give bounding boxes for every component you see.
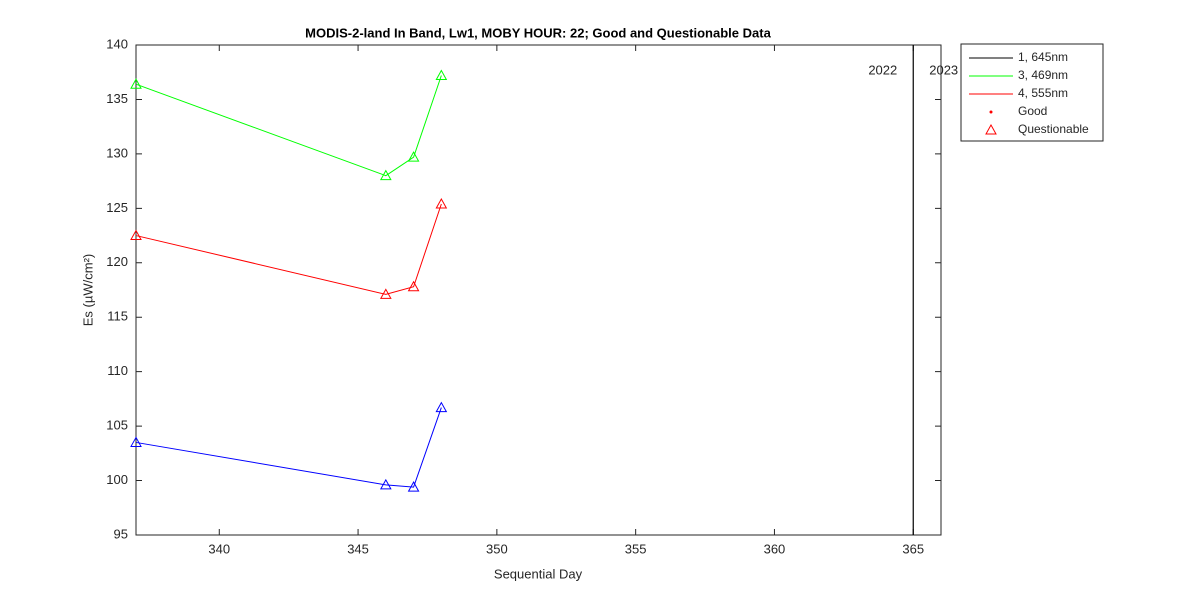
legend-label: 4, 555nm [1018, 86, 1068, 100]
legend-label: Good [1018, 104, 1047, 118]
x-axis-label: Sequential Day [494, 566, 583, 581]
x-tick-label: 360 [764, 541, 786, 556]
year-label: 2023 [929, 62, 958, 77]
legend-dot [989, 110, 993, 114]
y-tick-label: 105 [106, 418, 128, 433]
x-tick-label: 355 [625, 541, 647, 556]
x-tick-label: 350 [486, 541, 508, 556]
x-tick-label: 340 [208, 541, 230, 556]
legend-marker [985, 123, 997, 135]
data-point [130, 229, 142, 241]
chart-title: MODIS-2-land In Band, Lw1, MOBY HOUR: 22… [305, 25, 771, 40]
series-line [135, 203, 442, 295]
data-point [130, 78, 142, 89]
y-tick-label: 140 [106, 36, 128, 51]
data-point [379, 478, 392, 490]
y-tick-label: 95 [114, 526, 128, 541]
series-line [135, 407, 442, 488]
y-axis-label: Es (µW/cm²) [80, 254, 95, 326]
data-point [407, 481, 420, 492]
data-point [407, 280, 420, 292]
plot-area [135, 44, 942, 536]
x-tick-label: 345 [347, 541, 369, 556]
legend-label: 3, 469nm [1018, 68, 1068, 82]
legend-box [960, 43, 1104, 142]
data-point [130, 436, 142, 447]
series-line [135, 75, 442, 177]
data-point [379, 169, 392, 181]
year-label: 2022 [868, 62, 897, 77]
y-tick-label: 125 [106, 200, 128, 215]
data-point [435, 197, 448, 209]
y-tick-label: 130 [106, 145, 128, 160]
data-point [435, 69, 448, 80]
y-tick-label: 115 [107, 309, 128, 324]
y-tick-label: 110 [107, 363, 128, 378]
y-tick-label: 120 [106, 254, 128, 269]
data-point [379, 288, 392, 299]
data-point [435, 401, 448, 413]
y-tick-label: 135 [106, 91, 128, 106]
y-tick-label: 100 [106, 472, 128, 487]
x-tick-label: 365 [902, 541, 924, 556]
legend-label: Questionable [1018, 122, 1089, 136]
legend-label: 1, 645nm [1018, 50, 1068, 64]
data-point [407, 151, 420, 162]
